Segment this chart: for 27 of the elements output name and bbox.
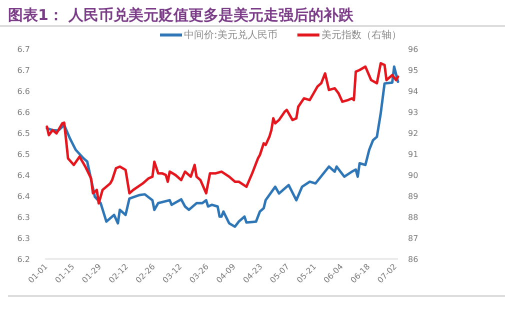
y-tick-label: 6.2 [17,255,30,264]
y2-tick-label: 94 [408,87,418,96]
y2-tick-label: 96 [408,45,418,54]
legend-label: 美元指数（右轴） [321,29,402,41]
y2-tick-label: 90 [408,171,418,180]
y-tick-label: 6.4 [17,171,30,180]
y2-tick-label: 92 [408,129,418,138]
line-series [46,62,400,205]
y-tick-label: 6.3 [17,213,30,222]
y2-tick-label: 89 [408,192,418,201]
y2-tick-label: 95 [408,66,418,75]
y-tick-label: 6.4 [17,192,30,201]
y-tick-label: 6.6 [17,87,30,96]
y-tick-label: 6.6 [17,108,30,117]
y2-tick-label: 91 [408,150,418,159]
y2-tick-label: 87 [408,234,418,243]
y-tick-label: 6.3 [17,234,30,243]
y-tick-label: 6.5 [17,150,30,159]
y2-tick-label: 93 [408,108,418,117]
y-tick-label: 6.5 [17,129,30,138]
y2-tick-label: 88 [408,213,418,222]
chart-title: 图表1： 人民币兑美元贬值更多是美元走强后的补跌 [8,6,355,24]
y2-tick-label: 86 [408,255,418,264]
legend-label: 中间价:美元兑人民币 [184,29,278,41]
line-series [46,65,400,228]
y-tick-label: 6.7 [17,66,30,75]
y-tick-label: 6.7 [17,45,30,54]
